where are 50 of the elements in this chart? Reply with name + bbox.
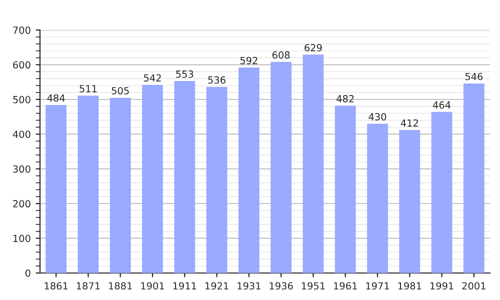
x-tick-label: 1861 <box>44 282 68 290</box>
x-tick-label: 1971 <box>366 282 389 290</box>
bar <box>78 96 99 273</box>
x-tick-label: 1921 <box>205 282 228 290</box>
x-tick-label: 1911 <box>173 282 196 290</box>
data-label: 608 <box>272 51 290 59</box>
data-label: 542 <box>144 74 161 82</box>
x-tick-label: 1951 <box>302 282 325 290</box>
y-tick-label: 200 <box>13 200 30 208</box>
data-label: 546 <box>465 72 483 80</box>
data-label: 536 <box>208 76 226 84</box>
bar <box>334 106 356 273</box>
x-tick-label: 1901 <box>141 282 164 290</box>
data-label: 482 <box>336 95 354 102</box>
x-tick-label: 1981 <box>398 282 422 290</box>
data-label: 592 <box>240 56 258 64</box>
data-label: 505 <box>112 87 129 94</box>
bar <box>110 98 131 273</box>
x-tick-label: 1961 <box>334 282 357 290</box>
x-tick-label: 1936 <box>270 282 293 290</box>
data-label: 484 <box>47 94 65 102</box>
y-tick-label: 300 <box>13 165 30 173</box>
bar <box>302 54 324 273</box>
data-label: 553 <box>176 70 194 78</box>
y-tick-label: 0 <box>25 269 30 277</box>
bar <box>431 112 452 273</box>
y-tick-label: 700 <box>13 26 30 34</box>
bar <box>206 86 228 273</box>
data-label: 511 <box>80 85 97 92</box>
bar <box>367 124 388 273</box>
data-label: 412 <box>400 119 418 127</box>
bar <box>463 83 484 273</box>
x-tick-label: 1931 <box>238 282 260 290</box>
y-tick-label: 500 <box>13 96 30 104</box>
y-tick-label: 600 <box>13 61 30 69</box>
bar <box>238 67 260 273</box>
data-label: 464 <box>432 101 451 109</box>
bar <box>142 84 163 273</box>
x-tick-label: 1871 <box>76 282 100 290</box>
x-tick-label: 1881 <box>109 282 132 290</box>
bar <box>174 81 196 273</box>
bar <box>46 104 67 273</box>
x-tick-label: 2001 <box>462 282 486 290</box>
y-tick-label: 400 <box>12 130 30 138</box>
data-label: 629 <box>304 44 322 52</box>
bar <box>270 62 292 273</box>
x-tick-label: 1991 <box>430 282 454 290</box>
y-tick-label: 100 <box>13 234 30 242</box>
data-label: 430 <box>368 113 386 120</box>
bar <box>399 130 420 273</box>
